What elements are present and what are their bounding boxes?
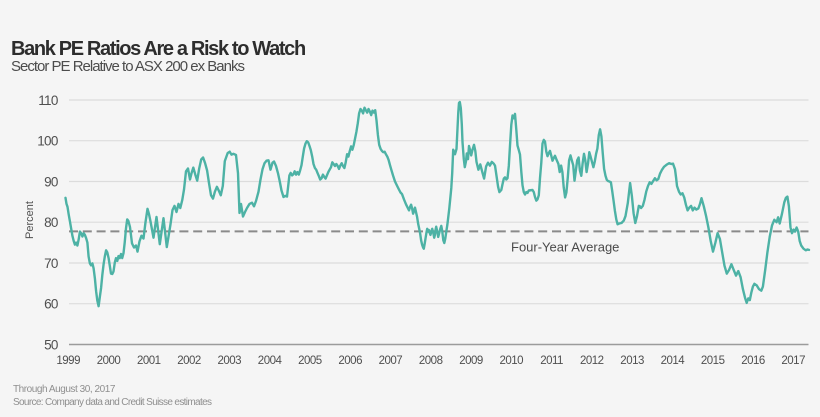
svg-text:2013: 2013 [620,355,644,367]
svg-text:90: 90 [44,174,58,189]
svg-text:2007: 2007 [379,355,403,367]
svg-text:2000: 2000 [97,355,121,367]
svg-text:2003: 2003 [218,355,242,367]
svg-text:80: 80 [44,215,58,230]
svg-text:2010: 2010 [500,355,524,367]
svg-text:1999: 1999 [56,355,80,367]
svg-text:Percent: Percent [24,201,36,239]
svg-text:70: 70 [44,256,58,271]
svg-text:2014: 2014 [661,355,686,367]
svg-text:60: 60 [44,297,58,312]
svg-text:50: 50 [44,337,58,352]
svg-text:2006: 2006 [338,355,362,367]
svg-text:2001: 2001 [137,355,161,367]
svg-text:2002: 2002 [177,355,201,367]
svg-text:2005: 2005 [298,355,322,367]
svg-text:Four-Year Average: Four-Year Average [511,240,619,255]
svg-text:2011: 2011 [540,355,563,367]
svg-text:2012: 2012 [580,355,604,367]
svg-text:2009: 2009 [459,355,483,367]
svg-text:110: 110 [38,93,58,108]
svg-text:2016: 2016 [741,355,765,367]
svg-text:2015: 2015 [701,355,725,367]
svg-text:100: 100 [37,134,58,149]
svg-text:2004: 2004 [258,355,283,367]
svg-text:2008: 2008 [419,355,443,367]
svg-text:2017: 2017 [781,355,805,367]
